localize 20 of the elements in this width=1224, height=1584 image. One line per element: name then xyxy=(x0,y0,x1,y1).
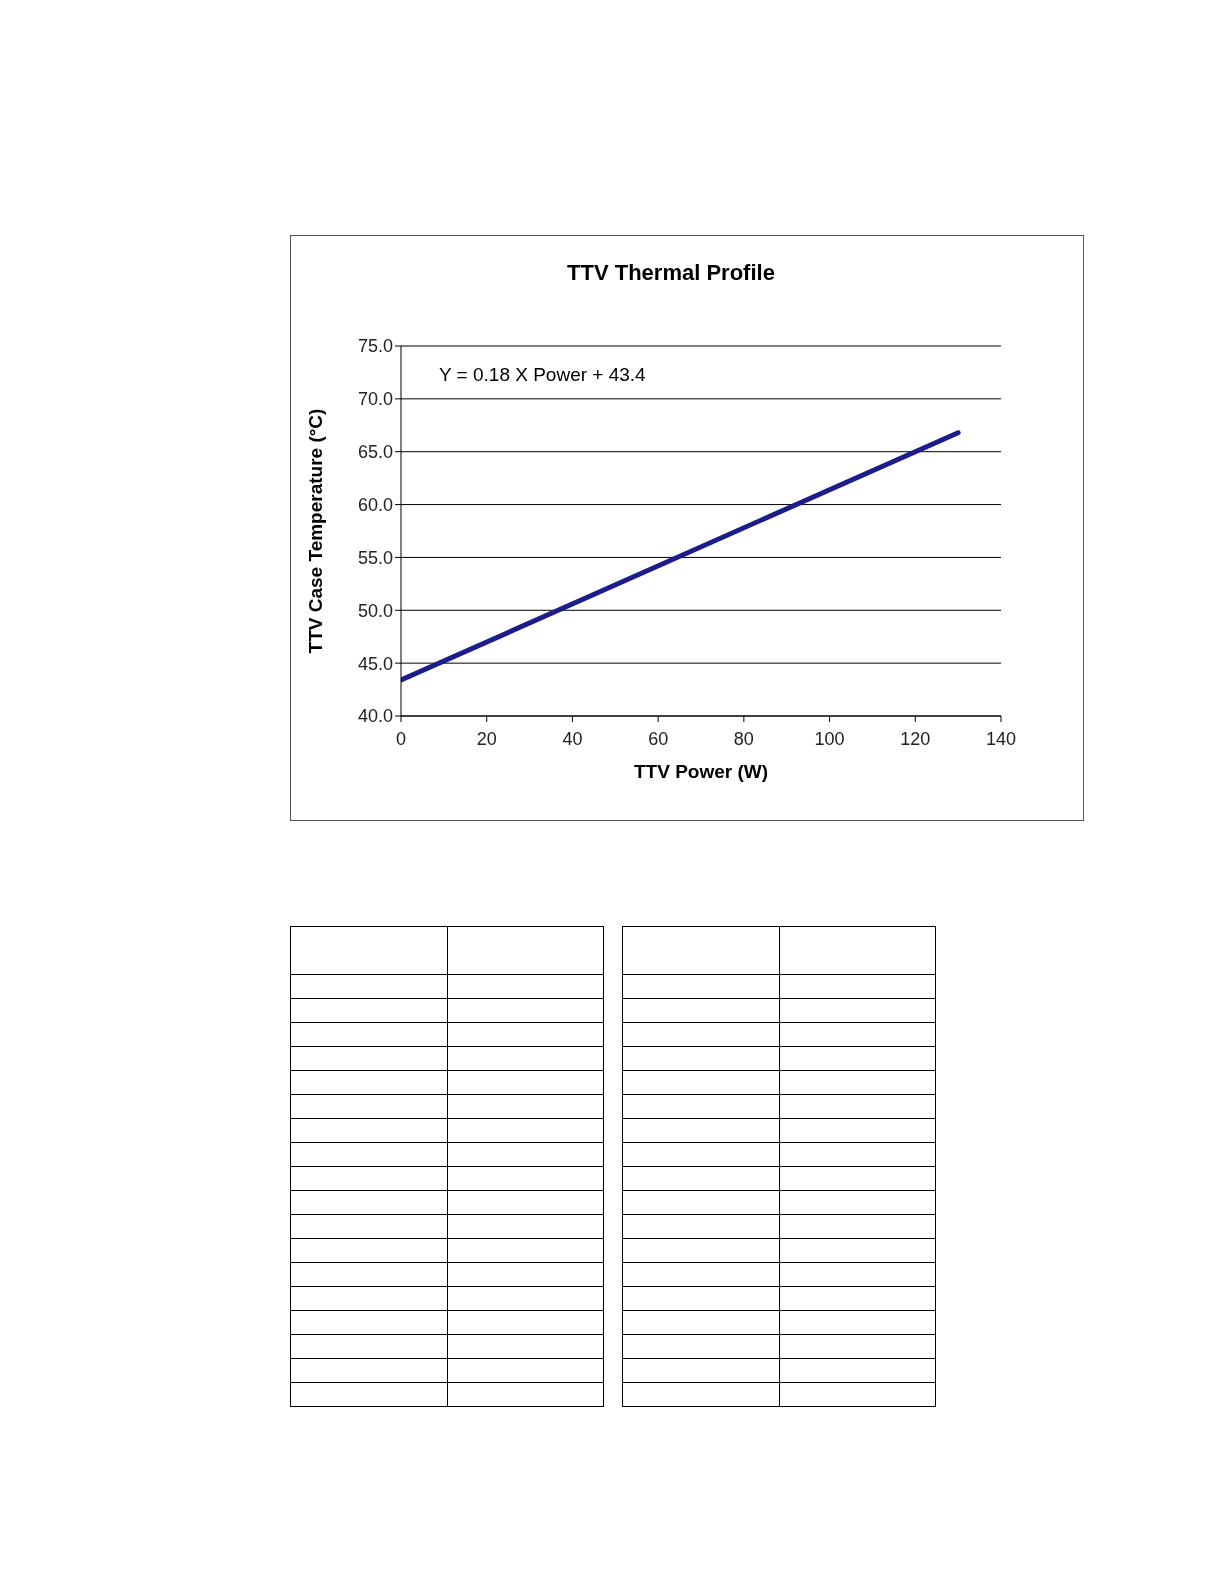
y-tick-label: 45.0 xyxy=(357,653,393,674)
x-tick-label: 140 xyxy=(985,728,1017,749)
x-tick-label: 40 xyxy=(562,728,583,749)
y-tick-label: 40.0 xyxy=(357,706,393,727)
y-tick-label: 65.0 xyxy=(357,442,393,463)
x-tick-label: 0 xyxy=(395,728,407,749)
y-tick-label: 50.0 xyxy=(357,600,393,621)
x-axis-title: TTV Power (W) xyxy=(633,761,769,782)
x-tick-label: 100 xyxy=(814,728,845,749)
y-tick-label: 75.0 xyxy=(357,336,393,357)
y-tick-label: 60.0 xyxy=(357,494,393,515)
annotation: Y = 0.18 X Power + 43.4 xyxy=(439,364,646,386)
chart-title: TTV Thermal Profile xyxy=(566,260,776,286)
y-tick-label: 70.0 xyxy=(357,389,393,410)
y-axis-title: TTV Case Temperature (°C) xyxy=(304,408,326,654)
y-tick-label: 55.0 xyxy=(357,547,393,568)
x-tick-label: 20 xyxy=(476,728,497,749)
x-tick-label: 80 xyxy=(733,728,754,749)
x-tick-label: 60 xyxy=(648,728,669,749)
x-tick-label: 120 xyxy=(900,728,931,749)
